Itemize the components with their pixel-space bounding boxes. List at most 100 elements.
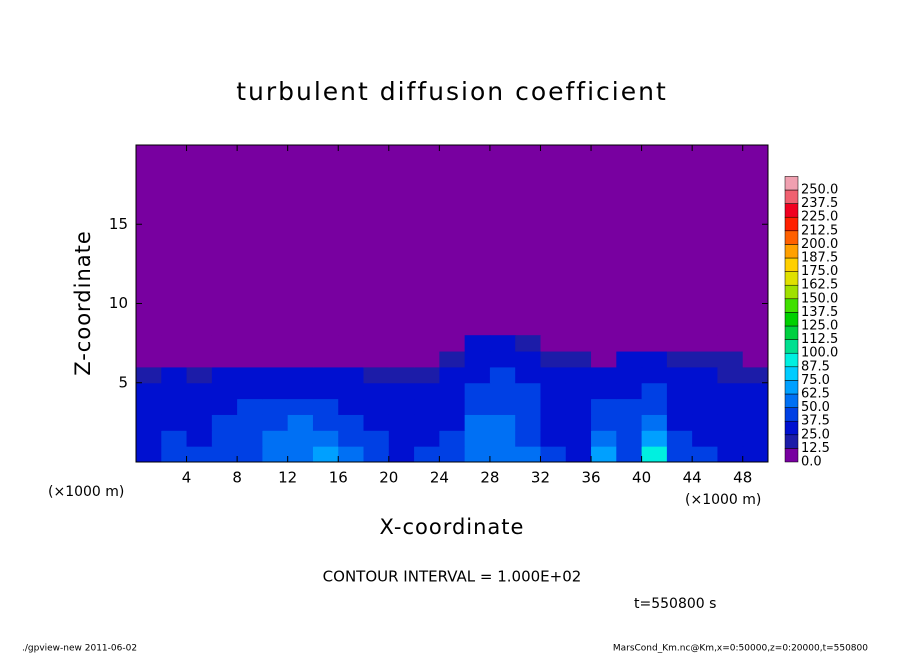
heat-cell: [287, 398, 314, 415]
heat-cell: [489, 366, 516, 384]
heat-cell: [287, 366, 314, 384]
heat-cell: [641, 414, 668, 431]
heat-cell: [742, 382, 769, 400]
heat-cell: [363, 398, 390, 415]
colorbar-swatch: [784, 230, 799, 245]
heat-cell: [464, 366, 491, 384]
heat-cell: [692, 446, 718, 463]
heat-cell: [692, 366, 718, 384]
heat-cell: [312, 430, 339, 447]
colorbar-label: 0.0: [801, 455, 822, 470]
heat-cell: [414, 446, 440, 463]
heat-cell: [161, 351, 188, 368]
heat-cell: [211, 382, 238, 400]
heat-cell: [388, 366, 415, 384]
heat-cell: [666, 398, 693, 415]
colorbar-label: 87.5: [801, 359, 830, 374]
heat-cell: [237, 430, 263, 447]
chart-title: turbulent diffusion coefficient: [236, 77, 668, 106]
heat-cell: [363, 430, 390, 447]
heat-cell: [237, 398, 263, 415]
heat-cell: [211, 430, 238, 447]
heat-cell: [136, 351, 162, 368]
colorbar-label: 137.5: [801, 305, 838, 320]
heat-cell: [540, 351, 567, 368]
heat-cell: [161, 366, 188, 384]
colorbar-label: 162.5: [801, 278, 838, 293]
heat-cell: [439, 446, 466, 463]
heat-cell: [439, 335, 466, 352]
x-tick-label: 32: [531, 469, 550, 487]
x-tick-label: 28: [480, 469, 499, 487]
footer-right: MarsCond_Km.nc@Km,x=0:50000,z=0:20000,t=…: [613, 644, 868, 654]
heat-cell: [312, 366, 339, 384]
heat-cell: [338, 430, 365, 447]
heat-cell: [161, 414, 188, 431]
heat-cell: [464, 430, 491, 447]
heat-cell: [489, 335, 516, 352]
colorbar-label: 187.5: [801, 251, 838, 266]
heat-cell: [717, 351, 744, 368]
heat-cell: [439, 430, 466, 447]
heat-cell: [515, 398, 541, 415]
heat-cell: [237, 382, 263, 400]
heat-cell: [388, 335, 415, 352]
heat-cell: [489, 382, 516, 400]
colorbar-swatch: [784, 284, 799, 300]
heat-cell: [262, 430, 289, 447]
footer-left: ./gpview-new 2011-06-02: [22, 644, 137, 654]
heat-cell: [237, 414, 263, 431]
heat-cell: [565, 446, 592, 463]
heat-cell: [464, 351, 491, 368]
heat-cell: [338, 382, 365, 400]
heat-cell: [388, 430, 415, 447]
heat-cell: [565, 382, 592, 400]
heat-cell: [439, 351, 466, 368]
colorbar-swatch: [784, 216, 799, 232]
heat-cell: [439, 382, 466, 400]
colorbar-label: 100.0: [801, 346, 838, 361]
heat-cell: [742, 446, 769, 463]
heat-cell: [565, 366, 592, 384]
heat-cell: [591, 335, 617, 352]
colorbar-swatch: [784, 339, 799, 354]
heat-cell: [540, 446, 567, 463]
heat-cell: [717, 382, 744, 400]
heat-cell: [287, 335, 314, 352]
heat-cell: [591, 430, 617, 447]
heat-cell: [211, 398, 238, 415]
heat-cell: [565, 398, 592, 415]
heat-cell: [338, 446, 365, 463]
colorbar-label: 37.5: [801, 414, 830, 429]
heat-cell: [692, 382, 718, 400]
heat-cell: [666, 351, 693, 368]
colorbar-swatch: [784, 420, 799, 436]
x-tick-label: 20: [379, 469, 398, 487]
heat-cell: [641, 351, 668, 368]
heat-cell: [161, 430, 188, 447]
heat-cell: [717, 446, 744, 463]
heat-cell: [489, 446, 516, 463]
colorbar-swatch: [784, 393, 799, 408]
heat-cell: [666, 382, 693, 400]
heat-cell: [338, 414, 365, 431]
heat-cell: [211, 335, 238, 352]
heat-cell: [565, 414, 592, 431]
heat-cell: [515, 335, 541, 352]
colorbar-swatch: [784, 380, 799, 395]
heat-cell: [237, 351, 263, 368]
colorbar-swatch: [784, 176, 799, 191]
heat-cell: [439, 414, 466, 431]
heat-cell: [591, 414, 617, 431]
heat-cell: [338, 366, 365, 384]
colorbar-swatch: [784, 352, 799, 368]
heat-cell: [464, 382, 491, 400]
heat-cell: [666, 414, 693, 431]
heat-cell: [489, 414, 516, 431]
heat-cell: [616, 430, 643, 447]
heat-cell: [312, 382, 339, 400]
heat-cell: [489, 398, 516, 415]
heat-cell: [641, 382, 668, 400]
heat-cell: [742, 351, 769, 368]
heat-cell: [338, 351, 365, 368]
